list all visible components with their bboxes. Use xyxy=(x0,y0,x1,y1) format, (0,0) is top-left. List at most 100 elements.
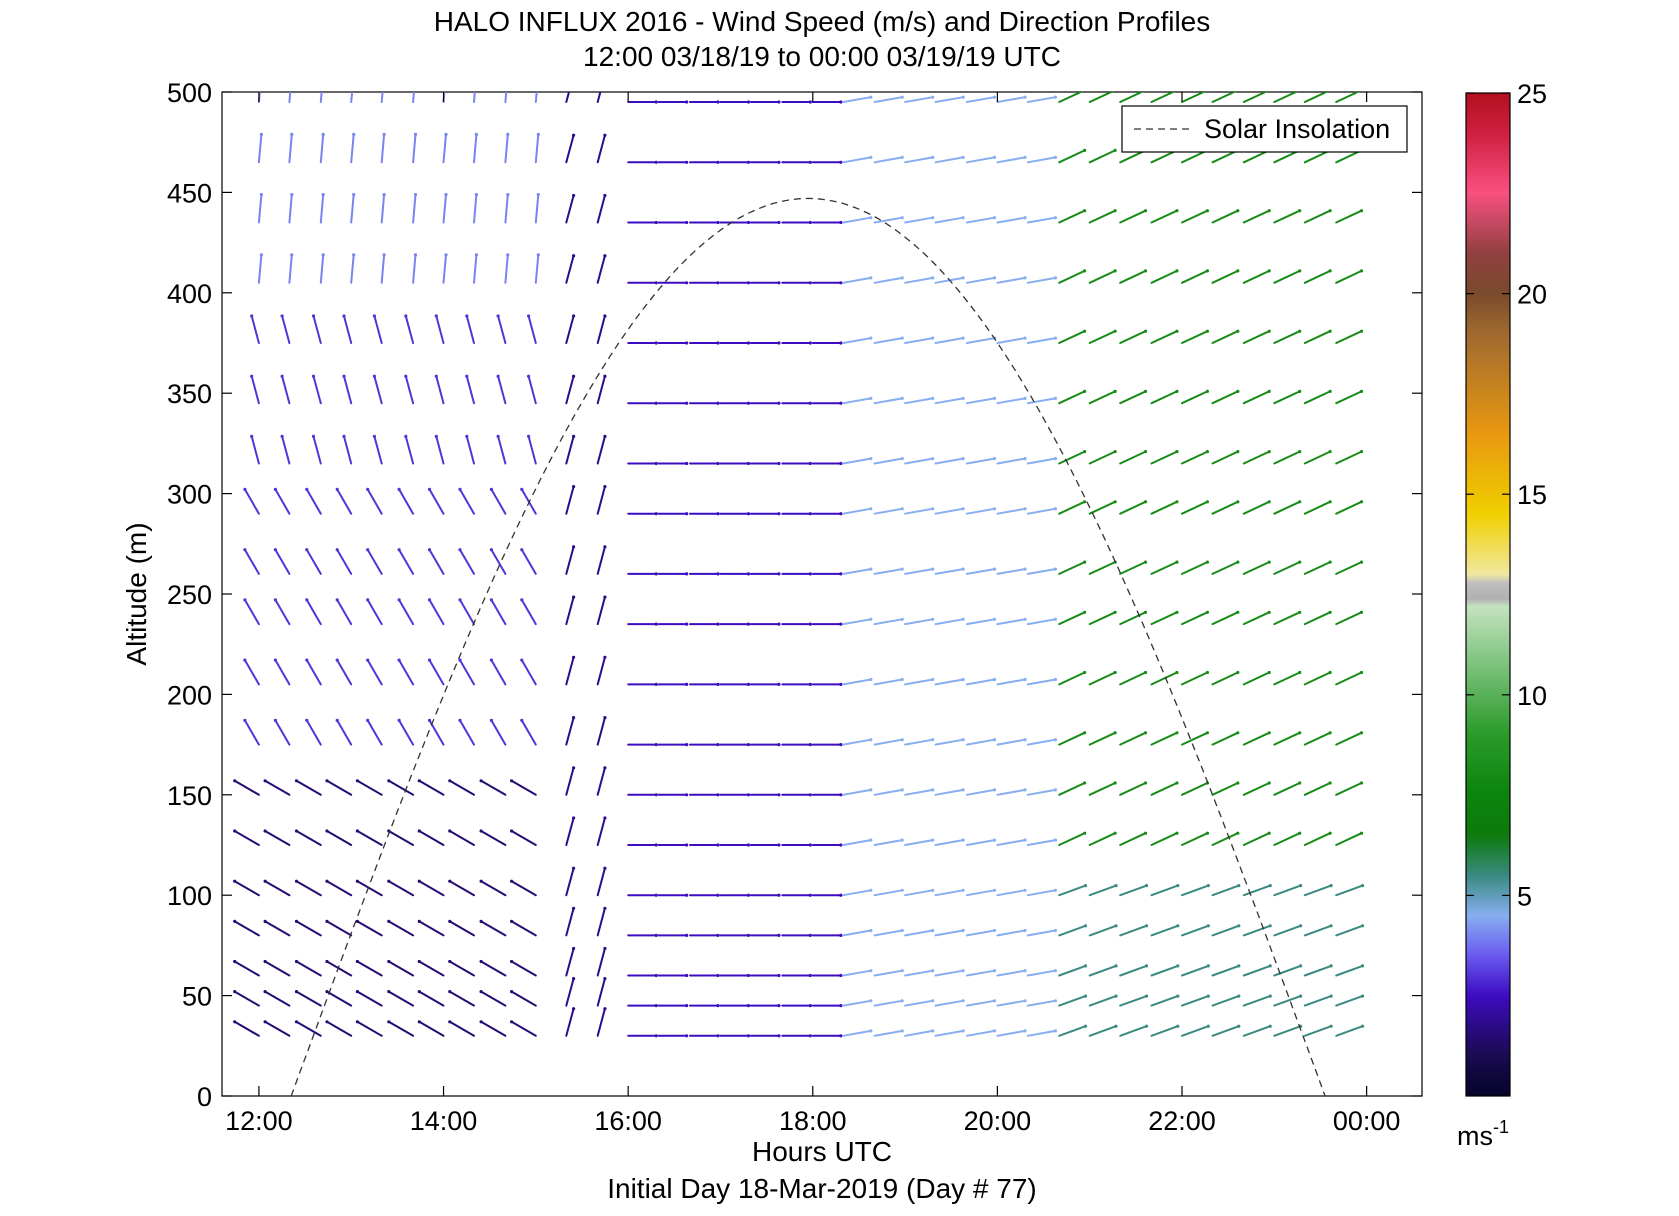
wind-vector xyxy=(233,880,260,897)
wind-vector-head xyxy=(325,959,329,964)
wind-vector-head xyxy=(1267,781,1271,785)
wind-vector xyxy=(565,817,575,846)
wind-vector xyxy=(904,839,934,846)
wind-vector xyxy=(356,1020,383,1037)
wind-vector-head xyxy=(603,946,607,951)
wind-vector xyxy=(565,947,575,977)
wind-vector-head xyxy=(1023,617,1027,621)
wind-vector xyxy=(904,568,934,575)
wind-vector xyxy=(336,719,353,746)
wind-vector xyxy=(404,375,415,405)
wind-vector xyxy=(1335,561,1363,575)
wind-vector-head xyxy=(1267,610,1271,614)
wind-vector-head xyxy=(458,487,462,491)
wind-vector-head xyxy=(603,1007,607,1011)
wind-vector-head xyxy=(273,718,277,723)
wind-vector xyxy=(842,839,872,846)
wind-vector xyxy=(842,999,872,1007)
wind-vector-head xyxy=(335,487,339,491)
wind-vector-head xyxy=(1083,209,1087,213)
wind-vector-head xyxy=(1359,670,1364,675)
wind-vector xyxy=(1026,618,1057,626)
wind-vector xyxy=(243,719,260,746)
wind-vector xyxy=(904,276,934,284)
wind-vector-head xyxy=(992,928,997,933)
wind-vector-head xyxy=(992,276,997,280)
wind-vector-head xyxy=(1023,677,1027,682)
wind-vector xyxy=(1150,832,1178,846)
wind-vector xyxy=(428,488,445,515)
wind-vector xyxy=(288,253,293,284)
wind-vector xyxy=(305,598,322,626)
wind-vector-head xyxy=(572,906,576,910)
wind-vector-head xyxy=(335,598,339,602)
wind-vector-head xyxy=(869,838,873,842)
wind-vector xyxy=(1181,884,1210,897)
wind-vector-head xyxy=(465,314,469,318)
wind-vector-head xyxy=(654,893,658,897)
wind-vector-head xyxy=(352,132,356,136)
wind-vector-head xyxy=(520,487,524,491)
wind-vector xyxy=(1273,611,1301,626)
wind-vector-head xyxy=(716,220,720,225)
y-tick-label: 450 xyxy=(167,178,212,208)
wind-vector-head xyxy=(603,655,607,659)
wind-vector-head xyxy=(510,879,514,883)
wind-vector-head xyxy=(603,133,607,137)
wind-vector-head xyxy=(869,738,873,742)
wind-vector xyxy=(596,596,606,626)
wind-vector-head xyxy=(250,434,254,438)
wind-vector xyxy=(1150,450,1178,465)
wind-vector xyxy=(510,1020,537,1037)
wind-vector xyxy=(1150,561,1178,575)
wind-vector xyxy=(380,92,384,103)
plot-area xyxy=(221,91,1423,1097)
wind-vector-head xyxy=(777,160,781,164)
wind-vector xyxy=(1058,964,1087,977)
wind-vector-head xyxy=(1205,610,1209,614)
wind-vector-head xyxy=(931,888,935,892)
wind-vector xyxy=(1058,924,1087,937)
wind-vector xyxy=(1335,1025,1364,1037)
wind-vector-head xyxy=(1114,994,1118,998)
wind-vector-head xyxy=(900,276,904,280)
wind-vector-head xyxy=(250,374,254,378)
wind-vector xyxy=(1026,156,1057,164)
wind-vector-head xyxy=(1083,831,1087,835)
wind-vector xyxy=(1211,269,1239,284)
wind-vector-head xyxy=(1114,1024,1118,1028)
wind-vector-head xyxy=(1023,738,1027,742)
wind-vector-head xyxy=(1053,567,1057,571)
wind-vector-head xyxy=(1359,209,1364,213)
wind-vector xyxy=(490,659,507,686)
wind-vector-head xyxy=(654,793,658,797)
wind-vector-head xyxy=(1023,838,1027,842)
wind-vector-head xyxy=(654,572,658,576)
wind-vector xyxy=(934,216,965,224)
wind-vector-head xyxy=(1143,670,1148,675)
wind-vector-head xyxy=(572,485,576,489)
wind-vector xyxy=(565,867,575,897)
wind-vector-head xyxy=(961,567,965,571)
wind-vector-head xyxy=(1053,788,1057,792)
wind-vector xyxy=(497,375,507,405)
wind-vector-head xyxy=(654,973,658,978)
wind-vector-head xyxy=(1328,831,1332,835)
wind-vector-head xyxy=(479,779,483,783)
wind-vector xyxy=(842,678,872,686)
wind-vector-head xyxy=(1359,731,1364,735)
y-axis-label: Altitude (m) xyxy=(121,522,152,665)
wind-vector-head xyxy=(448,829,452,833)
wind-vector xyxy=(934,507,965,515)
wind-vector xyxy=(1058,782,1086,796)
wind-vector-head xyxy=(869,969,873,973)
wind-vector xyxy=(1273,561,1301,575)
wind-vector xyxy=(1058,500,1086,515)
wind-vector-head xyxy=(992,396,997,400)
wind-vector-head xyxy=(572,193,576,198)
wind-vector-head xyxy=(243,548,247,552)
wind-vector-head xyxy=(413,253,418,257)
wind-vector-head xyxy=(746,461,751,466)
wind-vector-head xyxy=(537,73,540,76)
wind-vector-head xyxy=(654,401,658,405)
